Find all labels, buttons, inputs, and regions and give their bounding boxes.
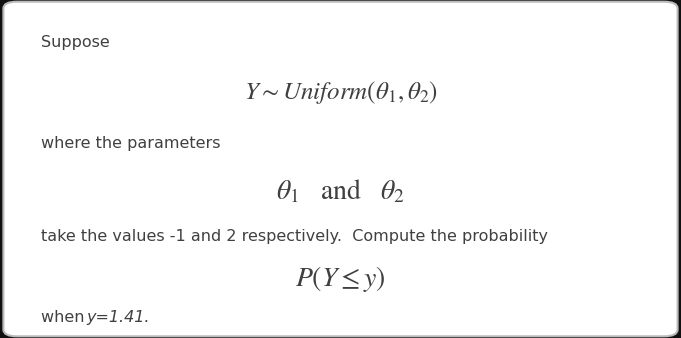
Text: $\theta_1 \quad \mathrm{and} \quad \theta_2$: $\theta_1 \quad \mathrm{and} \quad \thet… [276,177,405,205]
Text: $P(Y \leq y)$: $P(Y \leq y)$ [295,264,386,294]
Text: y=1.41.: y=1.41. [86,310,150,325]
FancyBboxPatch shape [3,2,678,336]
Text: take the values -1 and 2 respectively.  Compute the probability: take the values -1 and 2 respectively. C… [41,229,548,244]
Text: Suppose: Suppose [41,35,110,50]
Text: when: when [41,310,89,325]
Text: $Y \sim Uniform(\theta_1, \theta_2)$: $Y \sim Uniform(\theta_1, \theta_2)$ [244,79,437,106]
Text: where the parameters: where the parameters [41,136,221,151]
